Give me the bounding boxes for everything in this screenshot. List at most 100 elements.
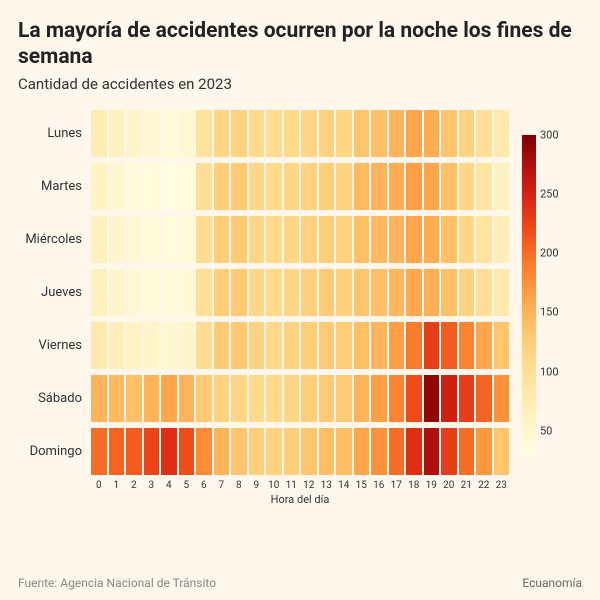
heatmap-grid [90, 107, 510, 478]
heatmap-cell [423, 213, 441, 266]
legend-tick: 50 [540, 425, 552, 436]
heatmap-cell [405, 266, 423, 319]
heatmap-cell [458, 213, 476, 266]
heatmap-cell [160, 213, 178, 266]
legend-tick: 250 [540, 188, 559, 199]
heatmap-cell [213, 213, 231, 266]
heatmap-cell [195, 160, 213, 213]
heatmap-cell [458, 107, 476, 160]
heatmap-cell [475, 425, 493, 478]
heatmap-cell [213, 372, 231, 425]
heatmap-cell [195, 425, 213, 478]
heatmap-cell [230, 213, 248, 266]
heatmap-cell [195, 372, 213, 425]
heatmap-cell [405, 160, 423, 213]
heatmap-cell [353, 160, 371, 213]
heatmap-cell [283, 319, 301, 372]
heatmap-cell [475, 372, 493, 425]
heatmap-cell [458, 319, 476, 372]
heatmap-cell [125, 425, 143, 478]
source-text: Fuente: Agencia Nacional de Tránsito [18, 576, 216, 590]
x-axis-label: 1 [108, 480, 126, 491]
x-axis-label: 11 [283, 480, 301, 491]
heatmap-cell [493, 266, 511, 319]
heatmap-cell [405, 213, 423, 266]
x-axis-label: 16 [370, 480, 388, 491]
heatmap-cell [335, 425, 353, 478]
chart-subtitle: Cantidad de accidentes en 2023 [18, 75, 582, 93]
heatmap-cell [493, 319, 511, 372]
heatmap-cell [143, 425, 161, 478]
heatmap-cell [458, 372, 476, 425]
heatmap-cell [318, 160, 336, 213]
heatmap-cell [108, 372, 126, 425]
heatmap-cell [125, 213, 143, 266]
chart-title: La mayoría de accidentes ocurren por la … [18, 18, 582, 71]
x-axis-label: 10 [265, 480, 283, 491]
heatmap-cell [108, 213, 126, 266]
x-axis-label: 2 [125, 480, 143, 491]
heatmap-cell [440, 213, 458, 266]
heatmap-cell [405, 107, 423, 160]
x-axis-label: 15 [353, 480, 371, 491]
heatmap-cell [195, 213, 213, 266]
x-axis-label: 23 [493, 480, 511, 491]
heatmap-cell [475, 160, 493, 213]
heatmap-cell [353, 107, 371, 160]
heatmap-cell [265, 107, 283, 160]
heatmap-cell [265, 425, 283, 478]
heatmap-row [90, 266, 510, 319]
heatmap-cell [353, 266, 371, 319]
heatmap-cell [160, 425, 178, 478]
heatmap-cell [178, 107, 196, 160]
heatmap-cell [370, 425, 388, 478]
heatmap-cell [318, 266, 336, 319]
heatmap-cell [195, 266, 213, 319]
heatmap-cell [230, 372, 248, 425]
heatmap-cell [335, 319, 353, 372]
heatmap-cell [458, 160, 476, 213]
heatmap-cell [423, 425, 441, 478]
heatmap-cell [265, 266, 283, 319]
color-legend: 30025020015010050 [522, 135, 568, 455]
heatmap-cell [388, 160, 406, 213]
heatmap-cell [283, 213, 301, 266]
heatmap-cell [265, 160, 283, 213]
heatmap-cell [475, 319, 493, 372]
heatmap-cell [335, 372, 353, 425]
heatmap-cell [143, 213, 161, 266]
heatmap-cell [440, 266, 458, 319]
y-axis-label: Sábado [18, 372, 90, 425]
heatmap-cell [370, 266, 388, 319]
heatmap-cell [178, 372, 196, 425]
heatmap-row [90, 425, 510, 478]
heatmap-cell [353, 372, 371, 425]
heatmap-cell [318, 425, 336, 478]
heatmap-cell [213, 319, 231, 372]
x-axis-label: 22 [475, 480, 493, 491]
heatmap-row [90, 160, 510, 213]
x-axis-labels: 01234567891011121314151617181920212223 [90, 480, 510, 491]
heatmap-row [90, 213, 510, 266]
legend-tick: 100 [540, 366, 559, 377]
heatmap-cell [143, 107, 161, 160]
heatmap-cell [125, 266, 143, 319]
heatmap-cell [248, 425, 266, 478]
heatmap-cell [160, 319, 178, 372]
heatmap-cell [493, 213, 511, 266]
heatmap-cell [160, 372, 178, 425]
heatmap-cell [370, 107, 388, 160]
legend-tick: 300 [540, 129, 559, 140]
heatmap-cell [265, 372, 283, 425]
heatmap-cell [423, 266, 441, 319]
heatmap-cell [388, 425, 406, 478]
heatmap-cell [90, 266, 108, 319]
heatmap-cell [493, 107, 511, 160]
heatmap-cell [493, 160, 511, 213]
legend-tick: 150 [540, 307, 559, 318]
heatmap-cell [90, 160, 108, 213]
heatmap-cell [458, 266, 476, 319]
heatmap-cell [388, 372, 406, 425]
x-axis-label: 12 [300, 480, 318, 491]
heatmap-cell [423, 160, 441, 213]
